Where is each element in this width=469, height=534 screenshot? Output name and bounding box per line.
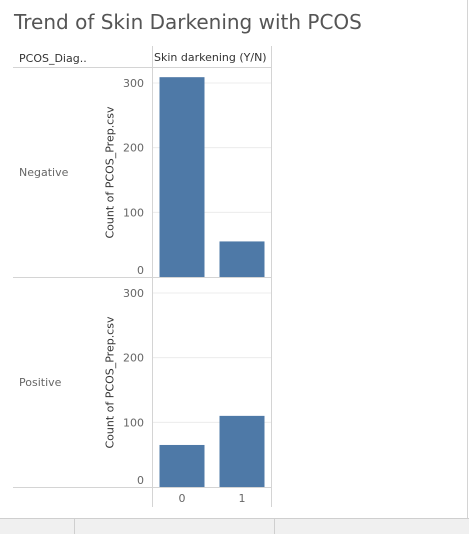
y-tick-label-negative-100: 100 [123,206,144,219]
bottom-tab-1[interactable] [0,519,75,534]
y-tick-label-positive-200: 200 [123,352,144,365]
bottom-axis-line [13,487,272,488]
page-right-border [467,0,468,518]
y-tick-label-positive-0: 0 [137,474,144,487]
y-tick-label-positive-100: 100 [123,416,144,429]
x-tick-label-1: 1 [239,492,246,505]
pane-left-border [152,68,153,507]
bar-positive-0 [159,444,205,487]
y-tick-label-negative-200: 200 [123,142,144,155]
header-separator [13,67,272,68]
y-axis-title-negative: Count of PCOS_Prep.csv [103,106,117,239]
column-dimension-header[interactable]: Skin darkening (Y/N) [154,51,267,64]
y-tick-label-positive-300: 300 [123,287,144,300]
y-axis-title-positive: Count of PCOS_Prep.csv [103,316,117,449]
y-tick-label-negative-300: 300 [123,77,144,90]
bar-positive-1 [219,415,265,487]
panel-separator [13,277,272,278]
pane-right-border [271,46,272,507]
header-divider [152,46,153,68]
row-label-negative: Negative [19,166,69,179]
bar-negative-0 [159,77,205,278]
bottom-tab-2[interactable] [74,519,275,534]
x-tick-label-0: 0 [179,492,186,505]
bottom-status-bar [0,518,469,534]
row-dimension-header[interactable]: PCOS_Diag.. [19,52,87,65]
row-label-positive: Positive [19,376,62,389]
chart-title: Trend of Skin Darkening with PCOS [14,10,362,34]
y-tick-label-negative-0: 0 [137,264,144,277]
bar-negative-1 [219,241,265,277]
